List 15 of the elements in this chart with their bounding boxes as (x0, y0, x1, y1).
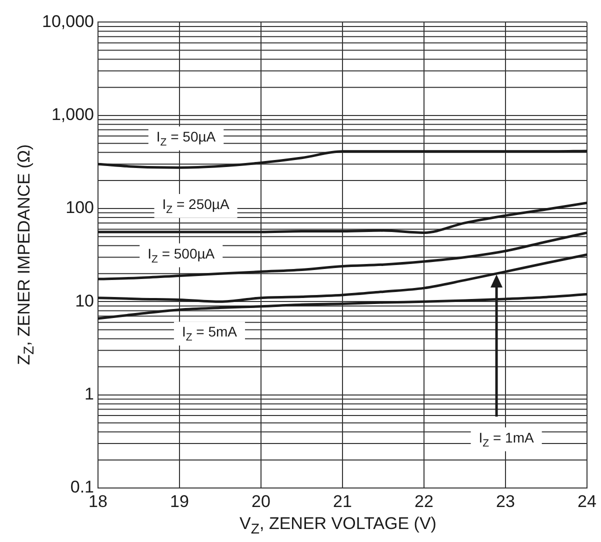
x-axis-title: V$_{Z}$, ZENER VOLTAGE (V) (238, 514, 438, 538)
y-tick-label: 10 (75, 291, 94, 310)
y-tick-label: 1,000 (51, 105, 94, 124)
line-series (98, 150, 587, 169)
y-tick-label: 10,000 (42, 12, 94, 31)
x-tick-label: 18 (88, 492, 108, 511)
x-tick-label: 20 (252, 492, 270, 511)
x-tick-label: 24 (578, 492, 596, 511)
line-series (98, 231, 587, 280)
x-tick-label: 21 (333, 492, 352, 511)
x-tick-label: 19 (170, 492, 189, 511)
x-tick-label: 23 (496, 492, 515, 511)
x-tick-label: 22 (414, 492, 434, 511)
y-tick-label: 100 (66, 198, 94, 218)
y-tick-label: 1 (84, 384, 94, 404)
